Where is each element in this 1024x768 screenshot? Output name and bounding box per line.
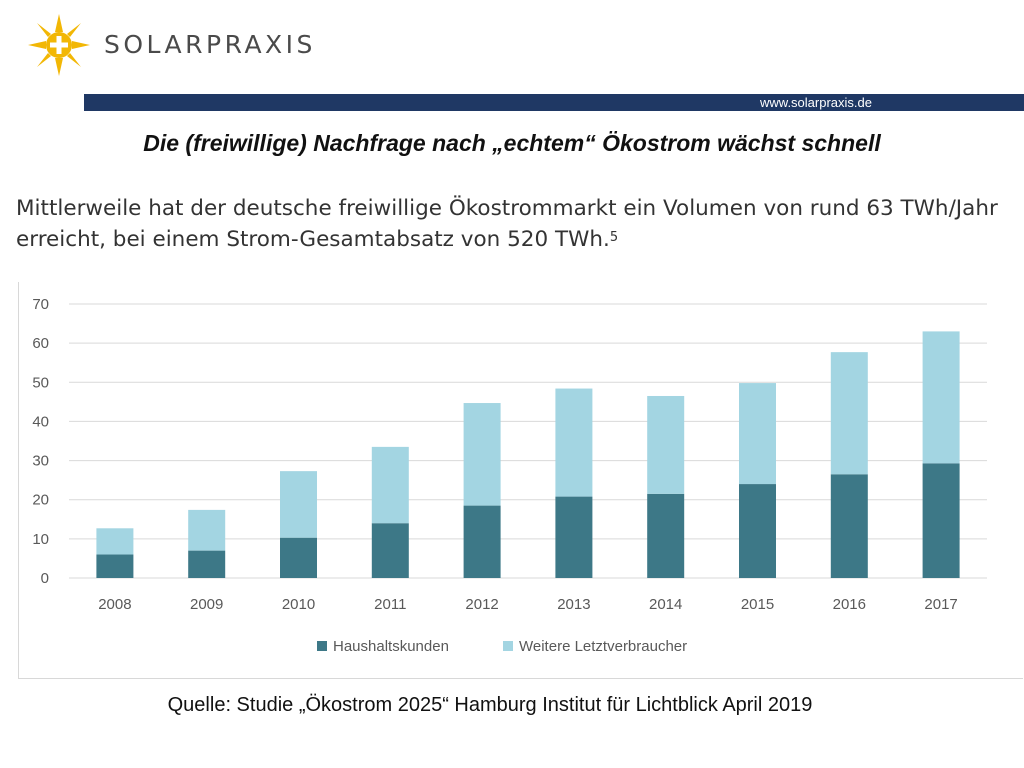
x-tick-label: 2008 [98,596,131,613]
x-tick-label: 2011 [374,596,406,613]
x-tick-label: 2012 [465,596,498,613]
y-tick-label: 20 [32,492,49,509]
x-tick-label: 2016 [833,596,866,613]
bar-weitere-2009[interactable] [188,509,226,551]
x-tick-label: 2009 [190,596,223,613]
bar-haushaltskunden-2009[interactable] [188,550,226,578]
legend-label-0: Haushaltskunden [333,638,449,655]
bar-weitere-2017[interactable] [922,331,960,464]
y-tick-label: 10 [32,531,49,548]
y-tick-label: 70 [32,296,49,313]
bar-weitere-2016[interactable] [830,352,868,475]
x-tick-label: 2015 [741,596,774,613]
stacked-bar-chart: 0 10 20 30 40 50 60 70 2008 2009 2010 2011 2012 2013 2… [32,296,987,655]
bar-haushaltskunden-2012[interactable] [463,505,501,578]
website-link[interactable]: www.solarpraxis.de [760,95,872,110]
bar-haushaltskunden-2008[interactable] [96,554,134,578]
bar-weitere-2008[interactable] [96,528,134,555]
bar-haushaltskunden-2010[interactable] [280,537,317,578]
bar-haushaltskunden-2013[interactable] [555,496,593,578]
intro-line-2: erreicht, bei einem Strom-Gesamtabsatz v… [16,224,1016,255]
sun-logo-icon [28,14,90,76]
y-tick-label: 0 [41,570,49,587]
y-tick-label: 30 [32,453,49,470]
source-citation: Quelle: Studie „Ökostrom 2025“ Hamburg I… [167,694,813,716]
bar-weitere-2014[interactable] [647,395,685,494]
legend-label-1: Weitere Letztverbraucher [519,638,687,655]
footnote-marker: 5 [609,230,619,245]
bar-haushaltskunden-2016[interactable] [830,474,868,578]
x-tick-label: 2013 [557,596,590,613]
x-tick-label: 2014 [649,596,682,613]
legend-swatch-0 [317,641,327,651]
bar-haushaltskunden-2014[interactable] [647,493,685,578]
bar-haushaltskunden-2017[interactable] [922,463,960,578]
slide-title: Die (freiwillige) Nachfrage nach „echtem… [143,130,881,156]
bar-haushaltskunden-2015[interactable] [739,484,776,578]
bar-weitere-2012[interactable] [463,403,501,506]
y-tick-label: 50 [32,374,49,391]
y-tick-label: 60 [32,335,49,352]
brand-name: SOLARPRAXIS [104,30,316,59]
chart-frame: 0 10 20 30 40 50 60 70 2008 2009 2010 2011 2012 2013 2… [18,282,1023,679]
intro-line-1: Mittlerweile hat der deutsche freiwillig… [16,196,998,221]
x-tick-label: 2010 [282,596,315,613]
bar-weitere-2011[interactable] [371,446,409,524]
legend-swatch-1 [503,641,513,651]
x-tick-label: 2017 [924,596,957,613]
bar-weitere-2013[interactable] [555,388,593,497]
intro-text: Mittlerweile hat der deutsche freiwillig… [16,193,1016,255]
bar-weitere-2010[interactable] [280,471,317,538]
bar-haushaltskunden-2011[interactable] [371,523,409,578]
intro-line-2-text: erreicht, bei einem Strom-Gesamtabsatz v… [16,227,610,252]
bar-weitere-2015[interactable] [739,383,776,485]
y-tick-label: 40 [32,413,49,430]
header-bar: www.solarpraxis.de [84,94,1024,111]
